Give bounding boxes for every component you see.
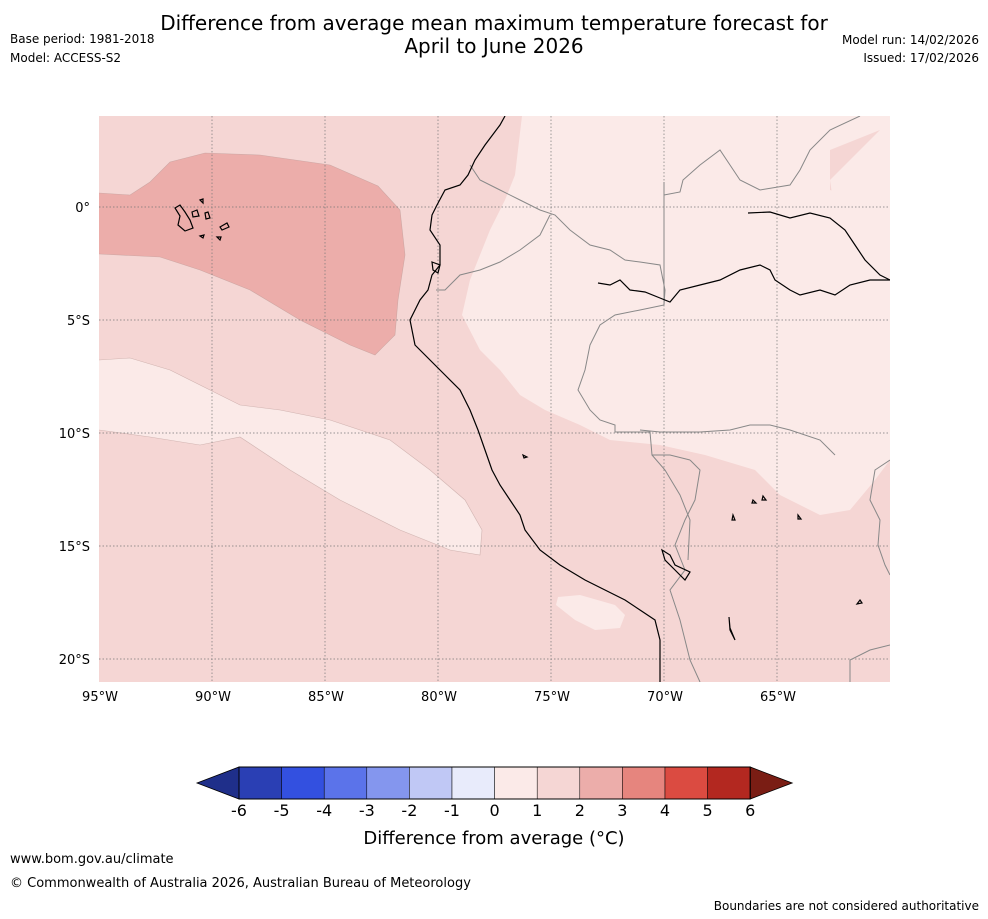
title-line-1: Difference from average mean maximum tem…: [160, 11, 828, 35]
colorbar-segment: [238, 766, 282, 800]
chart-title: Difference from average mean maximum tem…: [0, 12, 988, 58]
colorbar-extend-low: [195, 766, 240, 800]
colorbar-tick-label: -4: [316, 801, 332, 820]
boundary-disclaimer: Boundaries are not considered authoritat…: [713, 899, 979, 913]
anomaly-0-to-1-patch: [556, 595, 625, 630]
lat-label: 5°S: [67, 314, 90, 329]
colorbar-tick-label: 3: [617, 801, 627, 820]
colorbar-tick-label: -6: [231, 801, 247, 820]
colorbar-segment: [707, 766, 751, 800]
colorbar-tick-label: 6: [745, 801, 755, 820]
colorbar-tick-label: -2: [401, 801, 417, 820]
colorbar-segment: [323, 766, 368, 800]
colorbar-segment: [622, 766, 666, 800]
colorbar-tick-label: 1: [532, 801, 542, 820]
colorbar-segment: [409, 766, 453, 800]
colorbar-tick-label: 2: [575, 801, 585, 820]
lat-label: 10°S: [59, 427, 90, 442]
colorbar-tick-label: -1: [444, 801, 460, 820]
lat-label: 15°S: [59, 540, 90, 555]
model-name: Model: ACCESS-S2: [10, 51, 122, 65]
colorbar-segment: [281, 766, 325, 800]
source-url[interactable]: www.bom.gov.au/climate: [10, 852, 174, 867]
lat-label: 0°: [75, 201, 90, 216]
graticule: [99, 116, 890, 682]
coastline: [409, 116, 890, 682]
colorbar: [195, 766, 794, 800]
lat-label: 20°S: [59, 653, 90, 668]
colorbar-outline: [238, 766, 751, 800]
colorbar-tick-label: 0: [490, 801, 500, 820]
colorbar-tick-label: 5: [703, 801, 713, 820]
colorbar-segment: [366, 766, 410, 800]
base-period: Base period: 1981-2018: [10, 32, 155, 46]
anomaly-0-to-1-ocean: [99, 358, 482, 555]
colorbar-tick-label: -3: [359, 801, 375, 820]
colorbar-label: Difference from average (°C): [363, 828, 625, 849]
colorbar-tick-label: -5: [274, 801, 290, 820]
lon-label: 75°W: [534, 690, 570, 705]
colorbar-segment: [494, 766, 538, 800]
issued-date: Issued: 17/02/2026: [863, 51, 979, 65]
colorbar-segment: [536, 766, 581, 800]
colorbar-segment: [664, 766, 708, 800]
anomaly-2-to-3-ocean: [99, 153, 405, 355]
colorbar-ticks: -6 -5 -4 -3 -2 -1 0 1 2 3 4 5 6: [231, 801, 755, 820]
colorbar-segment: [451, 766, 495, 800]
lon-label: 65°W: [760, 690, 796, 705]
colorbar-extend-high: [749, 766, 794, 800]
lon-label: 80°W: [421, 690, 457, 705]
copyright-notice: © Commonwealth of Australia 2026, Austra…: [10, 876, 471, 891]
colorbar-segment: [579, 766, 623, 800]
lon-label: 85°W: [308, 690, 344, 705]
country-borders: [436, 116, 890, 682]
lon-label: 70°W: [647, 690, 683, 705]
colorbar-tick-label: 4: [660, 801, 670, 820]
model-run-date: Model run: 14/02/2026: [841, 33, 979, 47]
galapagos-islands: [174, 198, 230, 242]
lon-label: 95°W: [82, 690, 118, 705]
title-line-2: April to June 2026: [404, 34, 584, 58]
lon-label: 90°W: [195, 690, 231, 705]
